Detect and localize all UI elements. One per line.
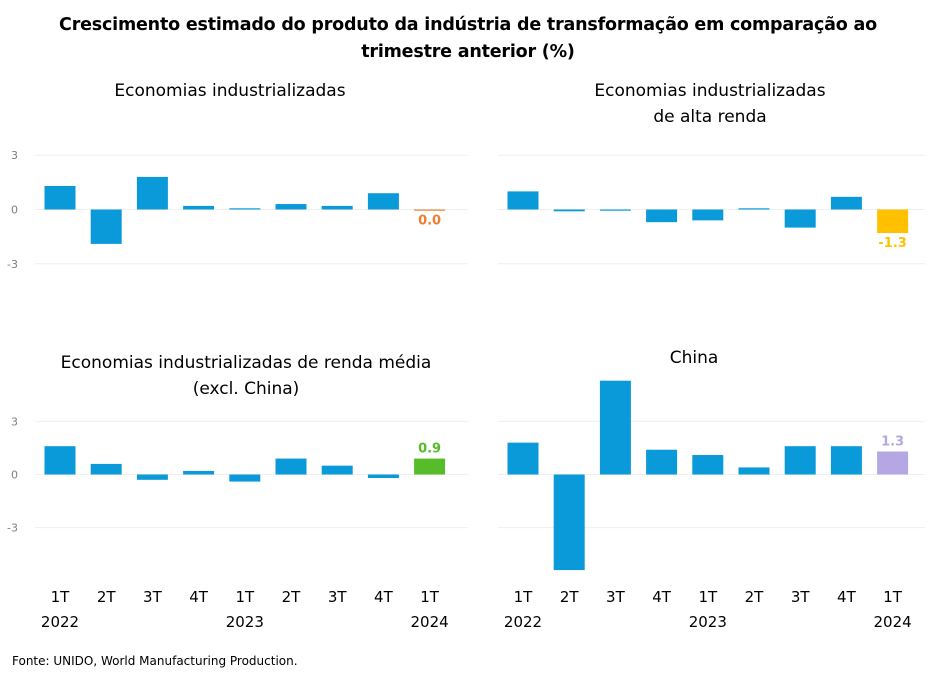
x-tick-label: 3T: [143, 588, 163, 606]
bar: [229, 208, 261, 210]
panel-title: de alta renda: [653, 107, 766, 127]
x-tick-label: 1T: [698, 588, 718, 606]
x-tick-label: 1T: [514, 588, 534, 606]
x-tick-label: 2T: [560, 588, 580, 606]
bar: [784, 446, 816, 475]
y-tick-label: 0: [11, 204, 18, 217]
y-tick-label: -3: [7, 522, 18, 535]
data-label: -1.3: [878, 236, 906, 251]
bar: [830, 446, 862, 475]
panel-title: (excl. China): [193, 379, 300, 399]
bar: [321, 465, 353, 475]
x-tick-label: 1T: [883, 588, 903, 606]
source-footnote: Fonte: UNIDO, World Manufacturing Produc…: [12, 654, 298, 668]
x-tick-label: 3T: [328, 588, 348, 606]
bar: [229, 474, 261, 482]
data-label: 0.0: [418, 214, 441, 229]
bar: [275, 458, 307, 475]
panel-title: China: [670, 348, 719, 368]
bar: [692, 455, 724, 475]
x-tick-label: 1T: [235, 588, 255, 606]
x-tick-label: 3T: [791, 588, 811, 606]
y-tick-label: 3: [11, 149, 18, 162]
panel-title: Economias industrializadas: [114, 81, 345, 101]
bar: [275, 204, 307, 210]
bar: [90, 463, 122, 475]
bar: [183, 205, 215, 210]
bar: [738, 467, 770, 475]
bar: [784, 209, 816, 228]
bar: [877, 209, 909, 234]
bar: [830, 196, 862, 210]
x-year-label: 2023: [226, 613, 264, 631]
x-tick-label: 1T: [420, 588, 440, 606]
x-tick-label: 4T: [652, 588, 672, 606]
bar: [599, 209, 631, 211]
bar: [367, 193, 399, 210]
bar: [90, 209, 122, 244]
bar: [414, 458, 446, 475]
x-tick-label: 3T: [606, 588, 626, 606]
x-tick-label: 1T: [51, 588, 71, 606]
bar: [44, 446, 76, 475]
panel-title: Economias industrializadas: [594, 81, 825, 101]
bar: [553, 474, 585, 571]
bar: [692, 209, 724, 221]
x-tick-label: 2T: [745, 588, 765, 606]
bar: [136, 176, 168, 210]
bar: [599, 380, 631, 475]
x-year-label: 2024: [411, 613, 449, 631]
data-label: 1.3: [881, 434, 904, 449]
x-tick-label: 2T: [97, 588, 117, 606]
bar: [646, 209, 678, 223]
chart-title: Crescimento estimado do produto da indús…: [0, 12, 936, 66]
bar: [321, 205, 353, 210]
data-label: 0.9: [418, 442, 441, 457]
bar: [414, 209, 446, 211]
bar: [877, 451, 909, 475]
x-tick-label: 4T: [374, 588, 394, 606]
bar: [646, 449, 678, 475]
x-year-label: 2022: [41, 613, 79, 631]
bar: [136, 474, 168, 480]
bar: [507, 442, 539, 475]
bar: [738, 208, 770, 210]
bar: [553, 209, 585, 212]
panel-title: Economias industrializadas de renda médi…: [61, 353, 432, 373]
bar: [44, 185, 76, 210]
y-tick-label: 3: [11, 415, 18, 428]
x-tick-label: 2T: [282, 588, 302, 606]
x-tick-label: 4T: [189, 588, 209, 606]
x-year-label: 2022: [504, 613, 542, 631]
y-tick-label: -3: [7, 258, 18, 271]
bar: [367, 474, 399, 479]
x-year-label: 2023: [689, 613, 727, 631]
x-year-label: 2024: [874, 613, 912, 631]
bar: [507, 191, 539, 210]
x-tick-label: 4T: [837, 588, 857, 606]
y-tick-label: 0: [11, 469, 18, 482]
chart-title-line-1: Crescimento estimado do produto da indús…: [59, 15, 877, 35]
chart-title-line-2: trimestre anterior (%): [361, 42, 575, 62]
bar: [183, 470, 215, 475]
